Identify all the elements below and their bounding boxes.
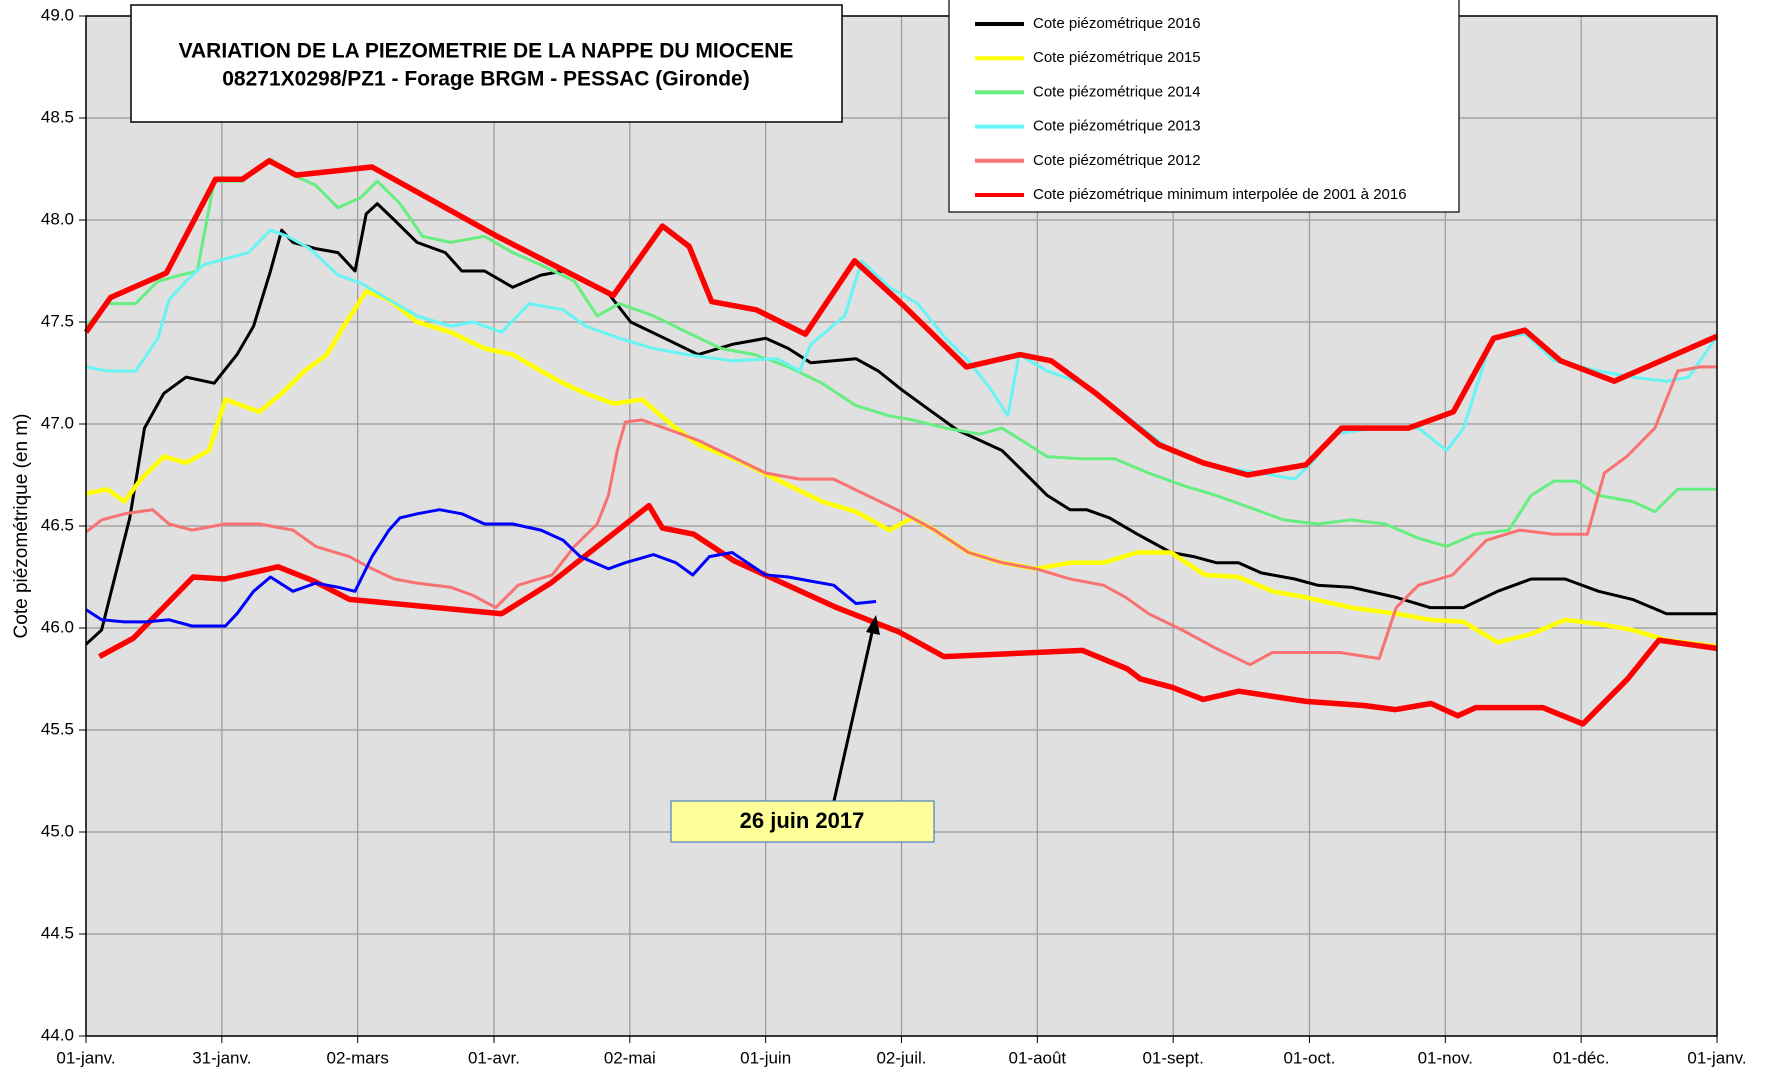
legend-label: Cote piézométrique 2014 — [1033, 83, 1201, 100]
x-tick-label: 01-déc. — [1553, 1048, 1610, 1067]
series-line — [85, 228, 1719, 481]
series-line — [83, 158, 1719, 478]
y-axis-label: Cote piézométrique (en m) — [11, 414, 32, 639]
x-tick-label: 01-janv. — [56, 1048, 115, 1067]
y-tick-label: 46.0 — [41, 617, 74, 636]
lines — [83, 157, 1719, 727]
legend-label: Cote piézométrique 2015 — [1033, 49, 1201, 66]
x-tick-label: 02-mars — [327, 1048, 389, 1067]
y-tick-label: 48.5 — [41, 107, 74, 126]
y-tick-label: 47.5 — [41, 311, 74, 330]
chart-subtitle: 08271X0298/PZ1 - Forage BRGM - PESSAC (G… — [222, 68, 749, 91]
x-tick-label: 01-avr. — [468, 1048, 520, 1067]
legend-label: Cote piézométrique minimum interpolée de… — [1033, 186, 1407, 203]
series-line — [84, 157, 1717, 548]
x-tick-label: 02-mai — [604, 1048, 656, 1067]
x-tick-label: 01-oct. — [1283, 1048, 1335, 1067]
y-tick-label: 49.0 — [41, 5, 74, 24]
legend-label: Cote piézométrique 2012 — [1033, 152, 1201, 169]
x-tick-label: 01-août — [1009, 1048, 1067, 1067]
annotation-box — [670, 800, 935, 843]
legend-label: Cote piézométrique 2013 — [1033, 118, 1201, 135]
chart-title: VARIATION DE LA PIEZOMETRIE DE LA NAPPE … — [179, 40, 794, 63]
series-line — [84, 202, 1717, 646]
ticks: 44.0 44.5 45.0 45.5 46.0 46.5 47.0 47.5 48.0 48.5… — [41, 5, 1747, 1067]
y-tick-label: 44.0 — [41, 1025, 74, 1044]
title-box — [130, 4, 843, 123]
x-tick-label: 01-sept. — [1142, 1048, 1203, 1067]
x-tick-label: 01-juin — [740, 1048, 791, 1067]
series-line — [85, 508, 877, 628]
x-tick-label: 02-juil. — [876, 1048, 926, 1067]
annotation: 26 juin 2017 — [740, 808, 865, 833]
series-line — [98, 502, 1718, 727]
legend-box — [948, 0, 1460, 213]
y-tick-label: 45.5 — [41, 719, 74, 738]
y-tick-label: 47.0 — [41, 413, 74, 432]
y-tick-label: 48.0 — [41, 209, 74, 228]
series-line — [85, 289, 1718, 649]
arrow-head — [866, 615, 880, 635]
x-tick-label: 01-janv. — [1687, 1048, 1746, 1067]
y-tick-label: 45.0 — [41, 821, 74, 840]
legend-label: Cote piézométrique 2016 — [1033, 15, 1201, 32]
series-line — [85, 365, 1717, 667]
annotation-arrow — [832, 627, 875, 802]
y-tick-label: 46.5 — [41, 515, 74, 534]
x-tick-label: 01-nov. — [1418, 1048, 1473, 1067]
legend: Cote piézométrique 2016 Cote piézométriqu… — [975, 15, 1407, 203]
y-tick-label: 44.5 — [41, 923, 74, 942]
x-tick-label: 31-janv. — [192, 1048, 251, 1067]
